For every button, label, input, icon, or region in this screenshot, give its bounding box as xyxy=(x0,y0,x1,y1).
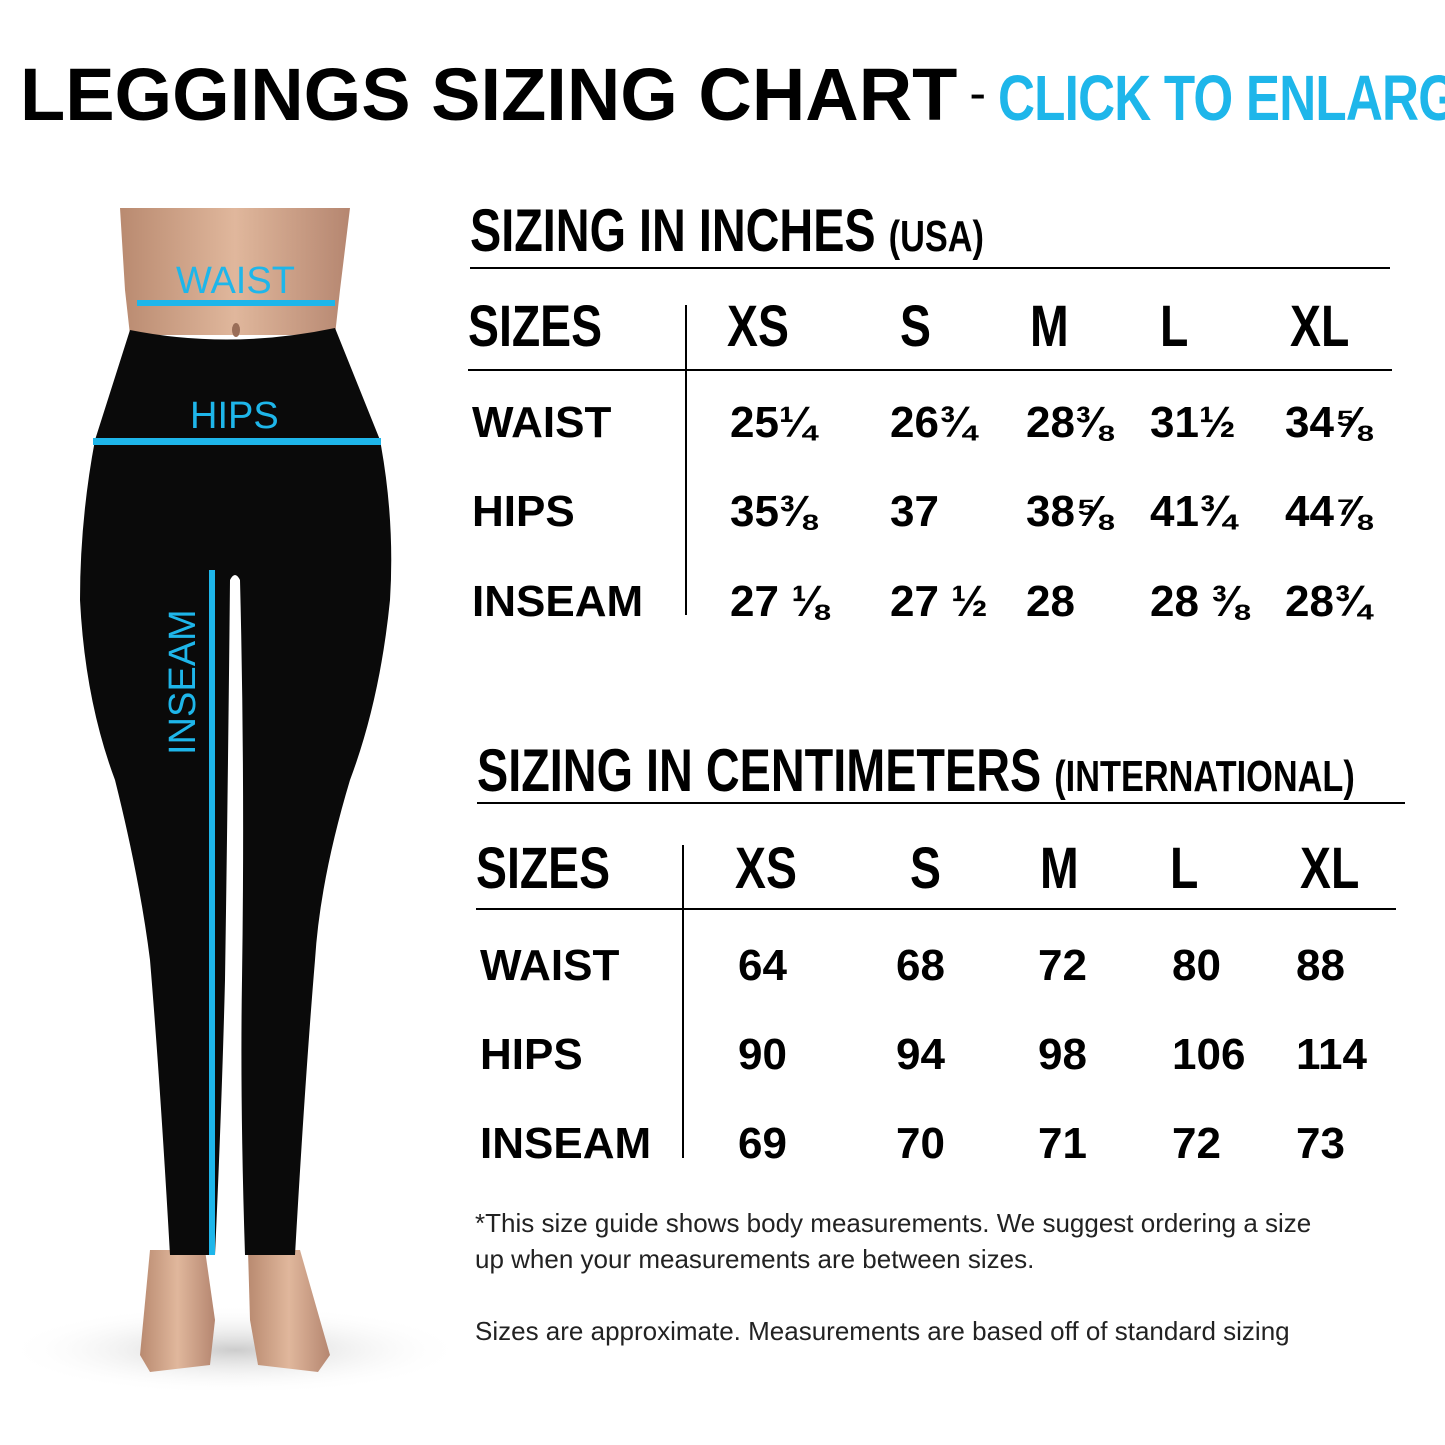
click-to-enlarge-link[interactable]: CLICK TO ENLARGE xyxy=(998,62,1445,134)
table-cell: 68 xyxy=(896,941,945,990)
divider xyxy=(685,305,687,615)
table-cell: 72 xyxy=(1038,941,1087,990)
waist-line xyxy=(137,300,335,306)
table-cell: 28⅜ xyxy=(1026,398,1112,447)
size-header-l: L xyxy=(1170,836,1199,901)
table-cell: 98 xyxy=(1038,1030,1087,1079)
leggings-model-figure: WAIST HIPS INSEAM xyxy=(5,208,460,1390)
table-cell: 28¾ xyxy=(1285,577,1371,626)
table-cell: 31½ xyxy=(1150,398,1236,447)
size-header-m: M xyxy=(1040,836,1079,901)
inches-heading: SIZING IN INCHES (USA) xyxy=(470,197,984,264)
row-label-waist: WAIST xyxy=(480,941,620,990)
size-header-m: M xyxy=(1030,294,1069,359)
row-label-hips: HIPS xyxy=(472,487,575,536)
hips-line xyxy=(93,438,381,445)
row-label-waist: WAIST xyxy=(472,398,612,447)
divider xyxy=(470,267,1390,269)
hips-label: HIPS xyxy=(190,395,279,437)
table-cell: 34⅝ xyxy=(1285,398,1371,447)
title-separator: - xyxy=(969,65,987,121)
size-header-xl: XL xyxy=(1300,836,1360,901)
table-cell: 94 xyxy=(896,1030,945,1079)
left-foot xyxy=(140,1250,215,1372)
table-cell: 27 ⅛ xyxy=(730,577,828,626)
table-cell: 106 xyxy=(1172,1030,1246,1079)
note-line-3: Sizes are approximate. Measurements are … xyxy=(475,1316,1290,1346)
floor-shadow xyxy=(5,1305,460,1390)
size-header-s: S xyxy=(900,294,931,359)
table-cell: 27 ½ xyxy=(890,577,988,626)
table-cell: 28 ⅜ xyxy=(1150,577,1248,626)
inseam-label: INSEAM xyxy=(162,609,204,755)
table-cell: 38⅝ xyxy=(1026,487,1112,536)
note-line-2: up when your measurements are between si… xyxy=(475,1244,1035,1274)
table-cell: 70 xyxy=(896,1119,945,1168)
page-title: LEGGINGS SIZING CHART - CLICK TO ENLARGE xyxy=(20,52,1445,137)
row-label-inseam: INSEAM xyxy=(472,577,644,626)
table-cell: 80 xyxy=(1172,941,1221,990)
table-cell: 37 xyxy=(890,487,939,536)
divider xyxy=(477,802,1405,804)
note-line-1: *This size guide shows body measurements… xyxy=(475,1208,1312,1238)
size-header-xl: XL xyxy=(1290,294,1350,359)
table-cell: 73 xyxy=(1296,1119,1345,1168)
table-cell: 90 xyxy=(738,1030,787,1079)
table-cell: 69 xyxy=(738,1119,787,1168)
right-foot xyxy=(248,1250,330,1372)
table-cell: 114 xyxy=(1296,1030,1367,1079)
table-cell: 44⅞ xyxy=(1285,487,1371,536)
divider xyxy=(476,908,1396,910)
divider xyxy=(468,369,1392,371)
sizes-header: SIZES xyxy=(476,836,611,901)
size-header-xs: XS xyxy=(727,294,789,359)
table-cell: 88 xyxy=(1296,941,1345,990)
waist-label: WAIST xyxy=(176,260,295,302)
row-label-inseam: INSEAM xyxy=(480,1119,652,1168)
size-header-xs: XS xyxy=(735,836,797,901)
table-cell: 71 xyxy=(1038,1119,1087,1168)
table-cell: 25¼ xyxy=(730,398,816,447)
divider xyxy=(682,845,684,1158)
table-cell: 35⅜ xyxy=(730,487,816,536)
size-header-l: L xyxy=(1160,294,1189,359)
table-cell: 72 xyxy=(1172,1119,1221,1168)
row-label-hips: HIPS xyxy=(480,1030,583,1079)
sizes-header: SIZES xyxy=(468,294,603,359)
inseam-line xyxy=(209,570,215,1255)
centimeters-heading: SIZING IN CENTIMETERS (INTERNATIONAL) xyxy=(477,737,1355,804)
navel xyxy=(232,323,240,337)
table-cell: 41¾ xyxy=(1150,487,1236,536)
leggings xyxy=(80,328,392,1255)
table-cell: 26¾ xyxy=(890,398,976,447)
table-cell: 28 xyxy=(1026,577,1075,626)
table-cell: 64 xyxy=(738,941,787,990)
size-header-s: S xyxy=(910,836,941,901)
title-main: LEGGINGS SIZING CHART xyxy=(20,53,958,136)
